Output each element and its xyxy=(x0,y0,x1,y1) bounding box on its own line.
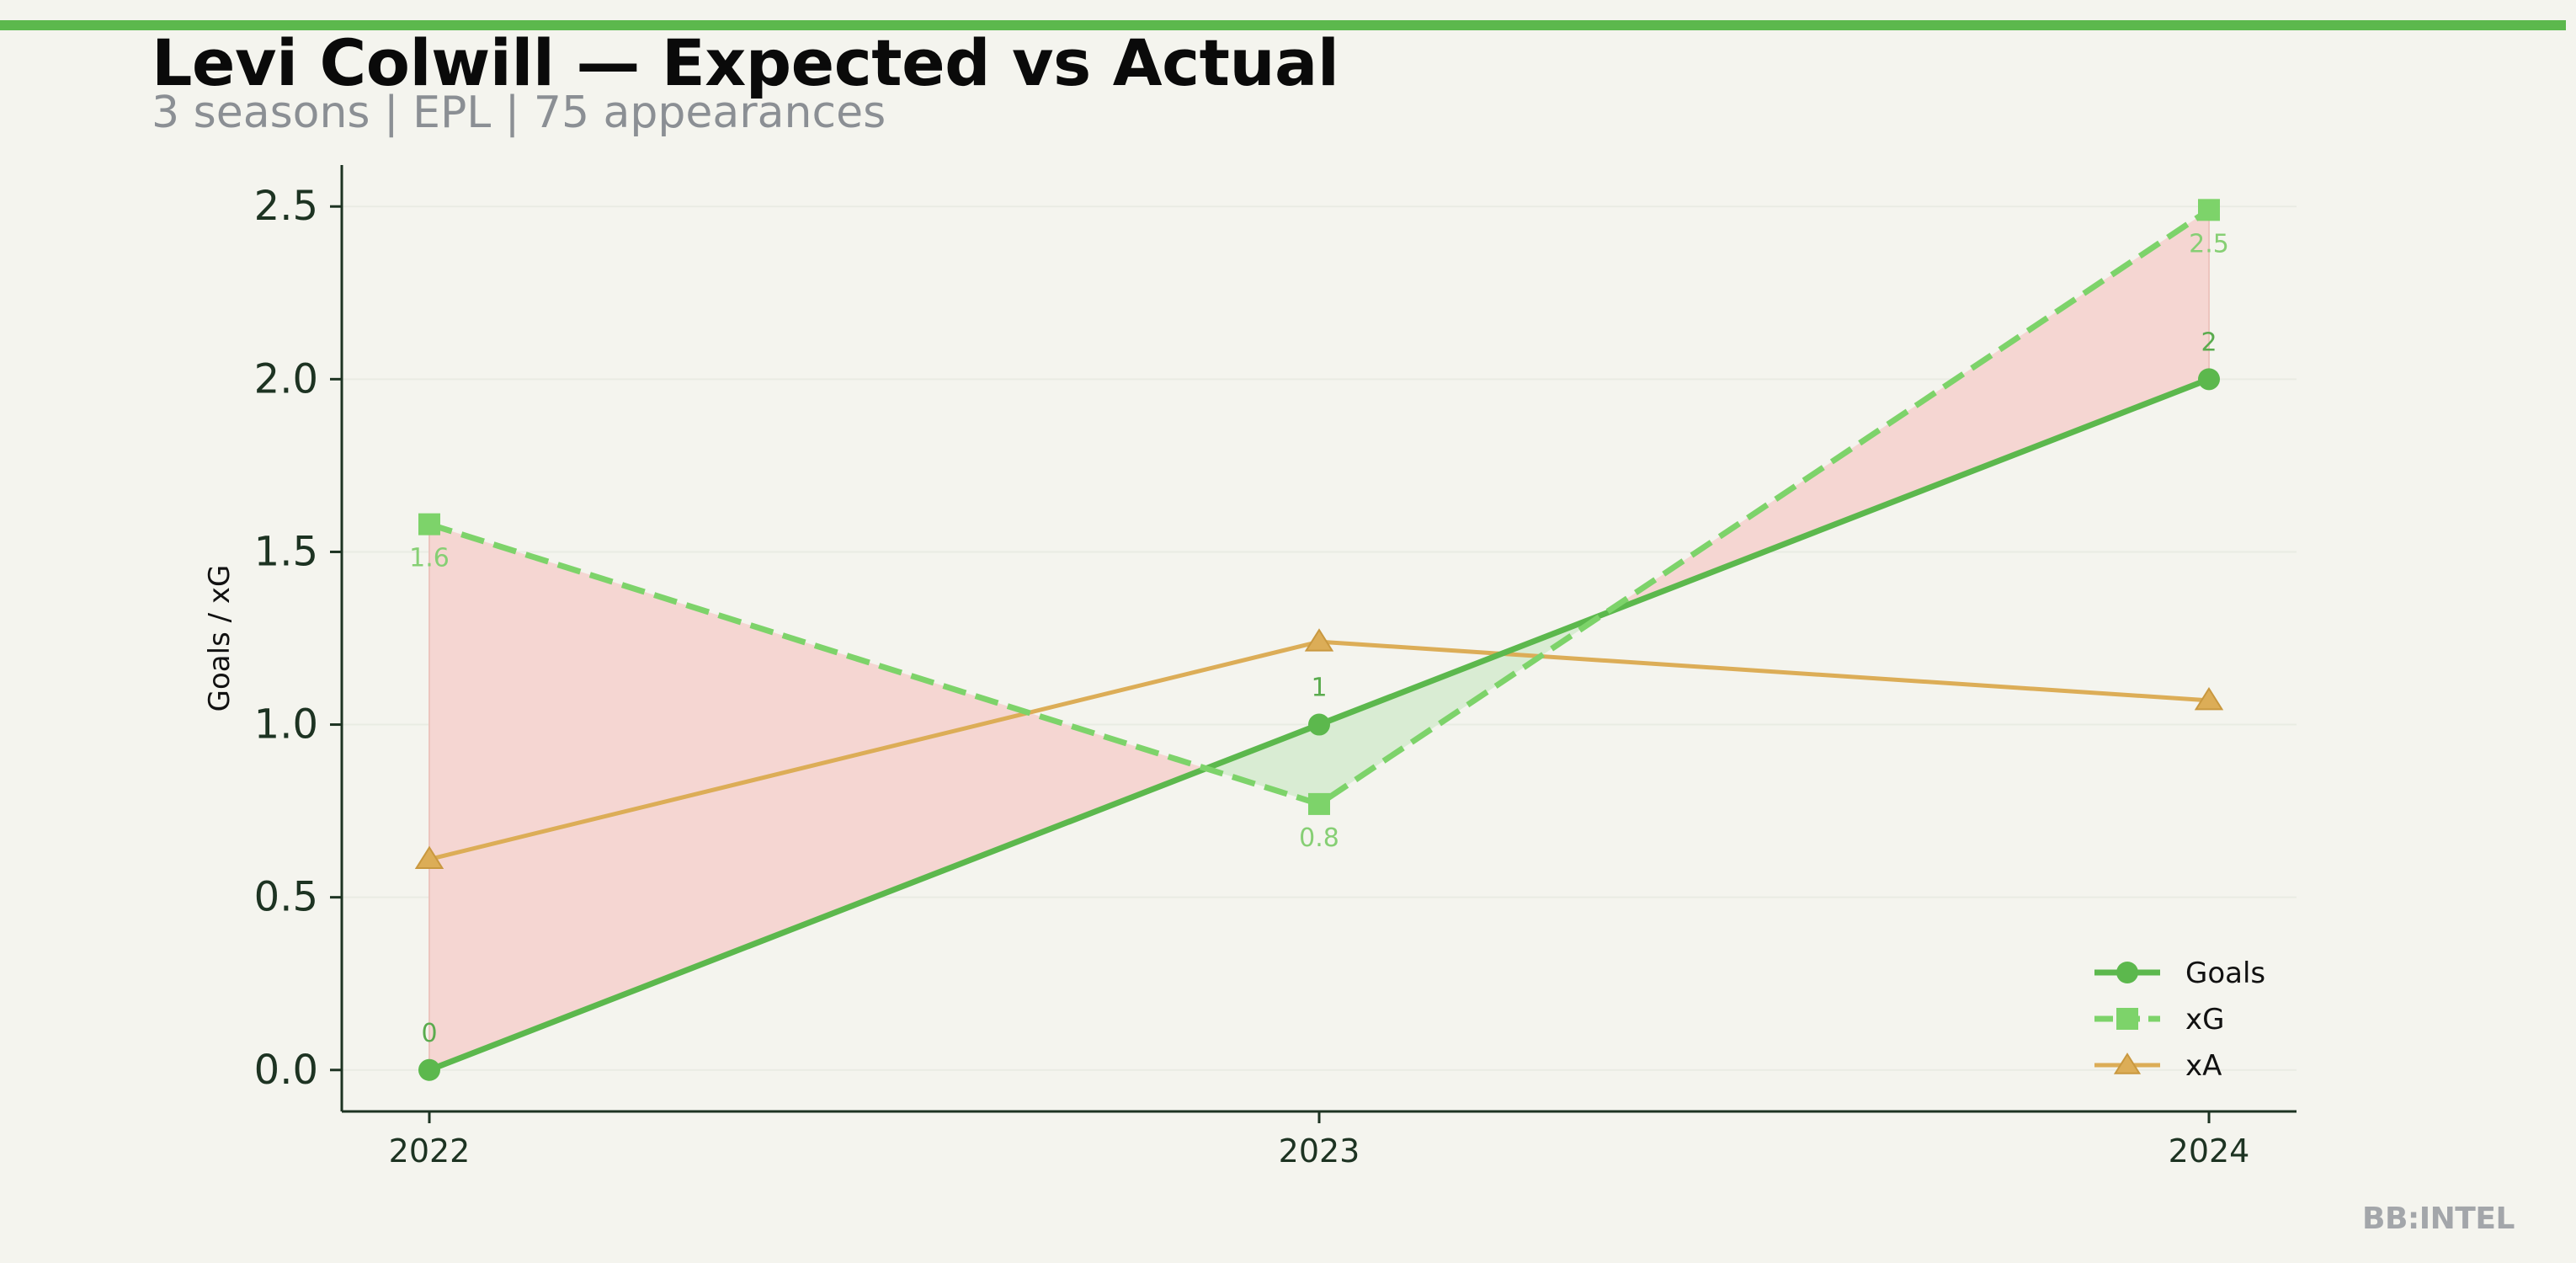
y-tick-label-0: 0.0 xyxy=(254,1047,318,1094)
brand-watermark: BB:INTEL xyxy=(2362,1202,2515,1236)
y-tick-label-5: 2.5 xyxy=(254,183,318,230)
legend-marker-goals xyxy=(2116,962,2138,983)
y-axis-label: Goals / xG xyxy=(203,565,237,712)
chart-subtitle: 3 seasons | EPL | 75 appearances xyxy=(152,88,886,138)
point-goals-2024 xyxy=(2198,368,2220,391)
legend-label-xa: xA xyxy=(2185,1049,2222,1083)
chart-title: Levi Colwill — Expected vs Actual xyxy=(152,25,1339,100)
point-xg-2024 xyxy=(2198,199,2220,221)
y-tick-label-3: 1.5 xyxy=(254,528,318,575)
data-label-goals-2023: 1 xyxy=(1311,674,1327,703)
legend-label-xg: xG xyxy=(2185,1003,2224,1037)
fill-region-0b xyxy=(1206,724,1319,804)
point-goals-2023 xyxy=(1308,713,1330,736)
data-label-xg-2022: 1.6 xyxy=(409,544,450,573)
x-tick-label-2022: 2022 xyxy=(389,1132,471,1170)
point-xa-2023 xyxy=(1304,628,1334,652)
legend-label-goals: Goals xyxy=(2185,957,2265,990)
data-label-xg-2023: 0.8 xyxy=(1299,823,1339,853)
fill-region-0a xyxy=(429,524,1206,1070)
x-tick-label-2023: 2023 xyxy=(1279,1132,1360,1170)
data-label-goals-2024: 2 xyxy=(2201,328,2217,357)
data-label-goals-2022: 0 xyxy=(421,1019,437,1048)
point-goals-2022 xyxy=(418,1058,440,1081)
y-tick-label-1: 0.5 xyxy=(254,874,318,921)
point-xg-2023 xyxy=(1308,792,1330,815)
top-accent-bar xyxy=(0,20,2566,30)
y-tick-label-4: 2.0 xyxy=(254,355,318,402)
point-xa-2024 xyxy=(2194,686,2224,711)
legend-marker-xa xyxy=(2113,1052,2142,1074)
y-tick-label-2: 1.0 xyxy=(254,701,318,749)
legend: Goals xG xA xyxy=(2094,957,2265,1083)
point-xa-2022 xyxy=(414,845,444,870)
legend-marker-xg xyxy=(2116,1008,2138,1030)
data-label-xg-2024: 2.5 xyxy=(2189,229,2229,258)
point-xg-2022 xyxy=(418,513,440,536)
x-tick-label-2024: 2024 xyxy=(2169,1132,2250,1170)
